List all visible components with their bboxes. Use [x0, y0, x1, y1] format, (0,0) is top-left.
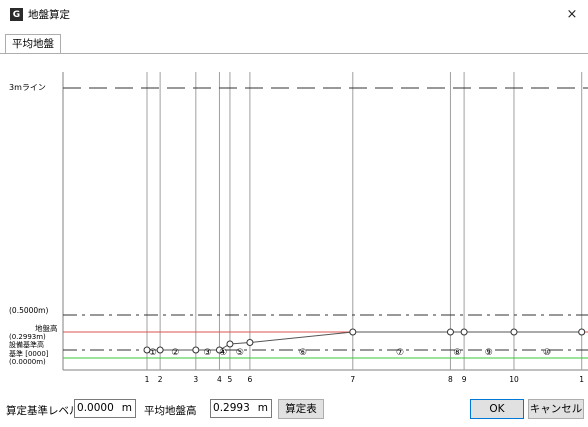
calc-base-label: 算定基準レベル: [6, 405, 80, 417]
tab-divider: [0, 53, 588, 54]
label-ground: 地盤高: [35, 323, 58, 333]
tab-average-ground[interactable]: 平均地盤: [5, 34, 61, 54]
profile-point-8: [446, 328, 454, 336]
x-tick-label-7: 7: [350, 375, 355, 384]
segment-label-8: ⑧: [453, 348, 461, 358]
x-tick-label-5: 5: [228, 375, 233, 384]
profile-point-10: [510, 328, 518, 336]
profile-point-9: [460, 328, 468, 336]
segment-label-4: ④: [219, 348, 227, 358]
avg-ground-label: 平均地盤高: [144, 405, 197, 417]
segment-label-3: ③: [203, 348, 211, 358]
segment-label-1: ①: [149, 348, 157, 358]
x-tick-label-6: 6: [248, 375, 253, 384]
calc-base-unit: m: [121, 402, 132, 414]
profile-point-1: [143, 346, 151, 354]
avg-ground-unit: m: [257, 402, 268, 414]
x-tick-labels: 1 2 3 4 5 6 7 8 9 10 1: [145, 375, 585, 384]
calc-table-button[interactable]: 算定表: [278, 399, 324, 419]
label-3m-line: 3mライン: [9, 83, 46, 92]
profile-point-11: [578, 328, 586, 336]
segment-label-2: ②: [171, 348, 179, 358]
profile-point-3: [192, 346, 200, 354]
x-tick-label-1: 1: [145, 375, 150, 384]
ground-profile: [143, 328, 586, 354]
profile-point-5: [226, 340, 234, 348]
title-bar: G 地盤算定 ×: [0, 0, 588, 28]
segment-label-7: ⑦: [396, 348, 404, 358]
segment-label-5: ⑤: [236, 348, 244, 358]
tab-strip: 平均地盤: [0, 28, 588, 54]
app-icon: G: [10, 8, 23, 21]
label-ground-value: (0.2993m): [9, 333, 46, 341]
profile-point-7: [349, 328, 357, 336]
x-tick-label-3: 3: [193, 375, 198, 384]
avg-ground-field[interactable]: 0.2993 m: [210, 399, 272, 418]
profile-point-4: [215, 346, 223, 354]
profile-point-2: [156, 346, 164, 354]
profile-point-6: [246, 339, 254, 346]
label-design: 設備基準高: [9, 340, 44, 349]
calc-base-field[interactable]: 0.0000 m: [74, 399, 136, 418]
close-button[interactable]: ×: [566, 6, 578, 22]
chart-background: [5, 60, 588, 390]
x-tick-label-10: 10: [509, 375, 519, 384]
vertical-gridlines: [146, 72, 583, 370]
avg-ground-value: 0.2993: [213, 402, 250, 414]
segment-label-9: ⑨: [485, 348, 493, 358]
ok-button[interactable]: OK: [470, 399, 524, 419]
footer-bar: 算定基準レベル 0.0000 m 平均地盤高 0.2993 m 算定表 OK キャン…: [0, 397, 588, 421]
label-zero: (0.0000m): [9, 358, 46, 366]
label-05m: (0.5000m): [9, 306, 48, 315]
x-tick-label-2: 2: [158, 375, 163, 384]
label-base: 基準 [0000]: [9, 349, 49, 358]
x-tick-label-11: 1: [579, 375, 584, 384]
x-tick-label-8: 8: [448, 375, 453, 384]
segment-label-10: ⑩: [543, 348, 551, 358]
segment-label-6: ⑥: [299, 348, 307, 358]
x-tick-label-4: 4: [217, 375, 222, 384]
x-tick-label-9: 9: [462, 375, 467, 384]
cancel-button[interactable]: キャンセル: [528, 399, 584, 419]
window-title: 地盤算定: [28, 9, 70, 21]
calc-base-value: 0.0000: [77, 402, 114, 414]
